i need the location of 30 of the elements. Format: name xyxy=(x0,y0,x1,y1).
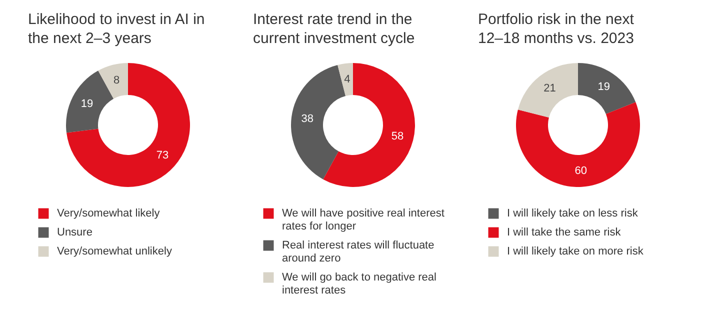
data-label: 4 xyxy=(344,73,350,86)
data-label: 60 xyxy=(574,164,588,177)
data-label: 8 xyxy=(114,74,120,86)
donut-slice xyxy=(291,64,346,180)
donut-slice xyxy=(338,63,353,96)
legend-label: Unsure xyxy=(57,226,92,238)
data-label: 73 xyxy=(156,149,169,162)
legend-label: We will have positive real interest rates for longer xyxy=(282,208,444,232)
legend-label: I will likely take on less risk xyxy=(507,208,638,220)
donut-slice xyxy=(98,63,128,99)
legend-label: I will take the same risk xyxy=(507,226,622,238)
donut-slice xyxy=(66,70,114,133)
legend-label: Very/somewhat likely xyxy=(57,208,160,220)
data-label: 21 xyxy=(544,82,556,95)
chart-title: Interest rate trend in the current investment cycle xyxy=(253,11,415,47)
data-label: 19 xyxy=(80,98,94,110)
legend-label: Very/somewhat unlikely xyxy=(57,246,172,258)
chart-title: Likelihood to invest in AI in the next 2–3 years xyxy=(28,11,205,47)
donut-slice xyxy=(518,63,578,118)
data-label: 19 xyxy=(598,80,610,93)
chart-title: Portfolio risk in the next 12–18 months vs. 2023 xyxy=(478,11,635,47)
donut-slice xyxy=(578,63,636,114)
legend-label: Real interest rates will fluctuate around zero xyxy=(282,240,434,264)
legend-label: We will go back to negative real interest rates xyxy=(282,272,436,296)
donut-slice xyxy=(66,63,190,187)
data-label: 38 xyxy=(301,113,314,126)
donut-slice xyxy=(323,63,415,187)
donut-slice xyxy=(516,102,640,187)
data-label: 58 xyxy=(391,130,404,142)
legend-label: I will likely take on more risk xyxy=(507,246,644,258)
